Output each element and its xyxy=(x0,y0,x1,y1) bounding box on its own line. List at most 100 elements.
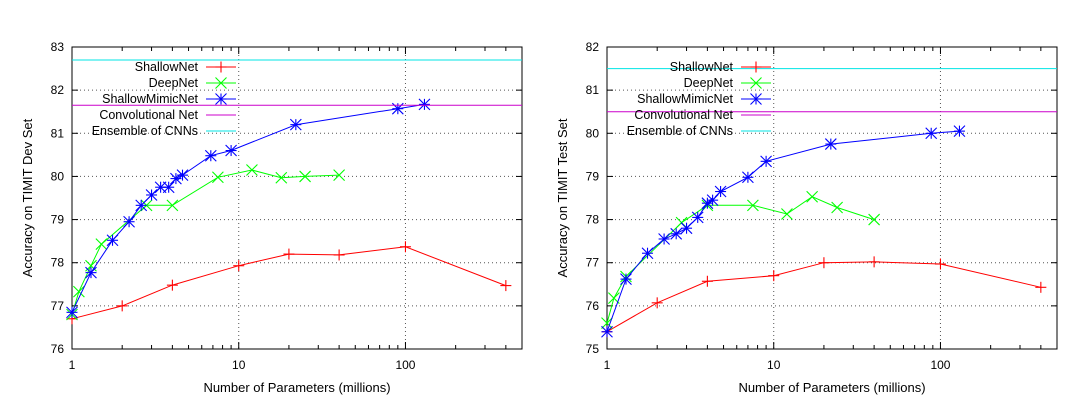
series-deepnet-point xyxy=(806,190,819,203)
series-deepnet-point-stroke xyxy=(868,213,881,226)
series-deepnet-point xyxy=(868,213,881,226)
series-shallowmimicnet-point-stroke xyxy=(162,181,175,194)
series-shallownet-point xyxy=(500,280,512,292)
series-shallowmimicnet-point xyxy=(123,215,135,228)
series-shallownet-point xyxy=(1035,281,1047,293)
series-shallownet-line xyxy=(606,261,1041,333)
series-shallowmimicnet-point xyxy=(742,171,754,184)
series-shallowmimicnet-point-stroke xyxy=(225,144,237,157)
series-shallowmimicnet-point xyxy=(714,185,727,198)
series-deepnet-point-stroke xyxy=(608,292,620,304)
legend-marker-shallowmimicnet-stroke xyxy=(215,93,227,105)
legend-label-deepnet: DeepNet xyxy=(149,76,199,90)
series-shallowmimicnet-point-stroke xyxy=(760,155,772,168)
series-deepnet-point-stroke xyxy=(166,199,179,212)
series-deepnet-point xyxy=(73,285,85,298)
chart-dev-set: Number of Parameters (millions) Accuracy… xyxy=(20,40,523,395)
series-shallowmimicnet-point xyxy=(289,118,302,131)
series-shallowmimicnet-point-stroke xyxy=(123,215,135,228)
series-shallownet-point xyxy=(818,257,830,269)
series-shallowmimicnet-point xyxy=(106,234,119,247)
series-shallownet-point xyxy=(651,297,663,309)
series-deepnet-point-stroke xyxy=(333,169,346,182)
legend-label-shallowmimicnet: ShallowMimicNet xyxy=(102,92,198,106)
series-deepnet-point-stroke xyxy=(601,317,613,330)
series-shallowmimicnet-point xyxy=(641,247,654,260)
series-shallowmimicnet-point xyxy=(658,233,670,245)
series-shallowmimicnet-point xyxy=(953,125,966,138)
series-shallowmimicnet-point xyxy=(204,149,217,162)
legend-label-convolutional-net: Convolutional Net xyxy=(634,108,733,122)
series-deepnet-point xyxy=(747,199,759,212)
series-deepnet-point-stroke xyxy=(95,238,108,251)
series-deepnet-point xyxy=(166,199,179,212)
legend-label-ensemble-of-cnns: Ensemble of CNNs xyxy=(627,124,733,138)
series-shallowmimicnet-point-stroke xyxy=(658,233,670,245)
series-shallowmimicnet-point-stroke xyxy=(289,118,302,131)
plot-frame xyxy=(71,46,523,350)
series-shallowmimicnet-point xyxy=(670,227,683,240)
series-shallowmimicnet-point-stroke xyxy=(418,98,431,111)
series-shallowmimicnet-point-stroke xyxy=(670,227,683,240)
y-tick-label: 76 xyxy=(586,299,600,313)
series-shallownet-point xyxy=(768,270,780,282)
y-tick-label: 83 xyxy=(51,40,65,54)
y-tick-label: 79 xyxy=(586,169,600,183)
series-shallowmimicnet-point xyxy=(135,199,148,212)
series-shallowmimicnet-point-stroke xyxy=(680,222,693,235)
series-deepnet-point xyxy=(781,208,793,220)
chart-test-set: Number of Parameters (millions) Accuracy… xyxy=(555,40,1058,395)
x-axis-title: Number of Parameters (millions) xyxy=(203,380,390,395)
series-deepnet-point-stroke xyxy=(747,199,759,212)
legend-marker-shallownet xyxy=(750,61,762,73)
series-deepnet-point xyxy=(275,171,288,184)
y-tick-label: 75 xyxy=(586,342,600,356)
legend-marker-deepnet-stroke xyxy=(750,77,762,89)
y-tick-label: 79 xyxy=(51,213,65,227)
series-deepnet-point xyxy=(95,238,108,251)
y-tick-label: 82 xyxy=(51,83,65,97)
y-tick-label: 78 xyxy=(586,213,600,227)
series-shallowmimicnet-point-stroke xyxy=(620,273,632,285)
series-deepnet-point xyxy=(601,317,613,330)
legend-marker-shallowmimicnet-stroke xyxy=(750,93,762,105)
series-shallowmimicnet-point xyxy=(601,325,613,338)
y-tick-label: 81 xyxy=(586,83,600,97)
legend-marker-shallowmimicnet xyxy=(750,93,762,105)
legend-marker-deepnet xyxy=(750,77,762,89)
series-shallowmimicnet-point-stroke xyxy=(176,169,189,182)
y-tick-label: 77 xyxy=(51,299,65,313)
legend-marker-deepnet xyxy=(215,77,227,89)
series-shallowmimicnet-point-stroke xyxy=(145,189,158,201)
series-shallownet-point xyxy=(701,275,713,287)
series-shallowmimicnet-point-stroke xyxy=(953,125,966,138)
series-shallowmimicnet-point xyxy=(145,189,158,201)
legend: ShallowNet DeepNet ShallowMimicNet Convolut… xyxy=(627,60,771,138)
legend-label-deepnet: DeepNet xyxy=(684,76,734,90)
series-shallowmimicnet-point xyxy=(85,266,97,279)
x-tick-label: 10 xyxy=(767,358,781,372)
y-tick-label: 78 xyxy=(51,256,65,270)
series-shallowmimicnet-point xyxy=(66,306,78,319)
series-shallownet-point xyxy=(116,300,128,312)
legend: ShallowNet DeepNet ShallowMimicNet Convolut… xyxy=(92,60,236,138)
series-shallowmimicnet-point-stroke xyxy=(691,211,704,224)
series-shallowmimicnet-point-stroke xyxy=(701,197,714,210)
series-deepnet-point xyxy=(299,170,311,183)
x-axis-title: Number of Parameters (millions) xyxy=(738,380,925,395)
series-shallowmimicnet-point xyxy=(925,127,938,140)
y-axis-title: Accuracy on TIMIT Test Set xyxy=(555,118,570,277)
y-tick-label: 76 xyxy=(51,342,65,356)
series-shallowmimicnet-point-stroke xyxy=(742,171,754,184)
legend-label-convolutional-net: Convolutional Net xyxy=(99,108,198,122)
series-shallowmimicnet-point-stroke xyxy=(106,234,119,247)
legend-marker-shallownet xyxy=(215,61,227,73)
y-tick-label: 80 xyxy=(51,169,65,183)
series-shallowmimicnet-point xyxy=(225,144,237,157)
y-tick-label: 82 xyxy=(586,40,600,54)
series-shallownet-point xyxy=(934,258,946,270)
series-shallowmimicnet-point-stroke xyxy=(85,266,97,279)
series-deepnet-point-stroke xyxy=(806,190,819,203)
x-tick-label: 100 xyxy=(930,358,950,372)
